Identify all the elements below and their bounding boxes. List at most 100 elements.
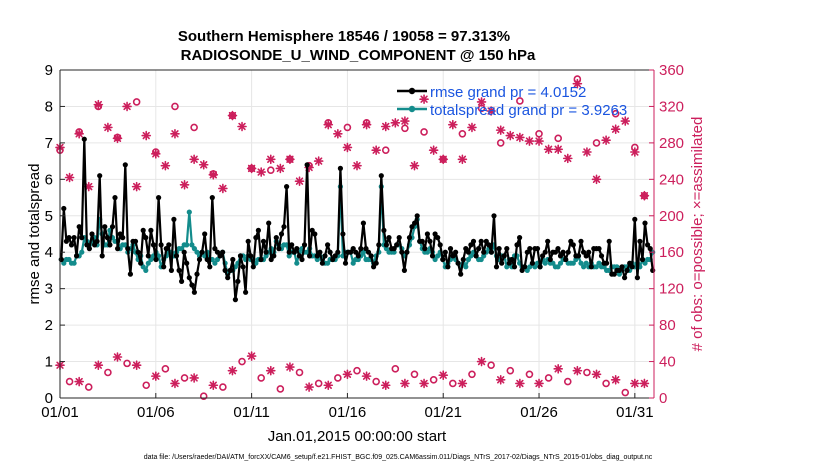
rmse-point [196,256,203,263]
rmse-point [191,289,197,295]
rmse-point [406,235,413,241]
y-tick-label-right: 80 [659,317,676,334]
obs-possible-marker [104,368,112,377]
obs-assimilated-marker [265,154,276,165]
obs-possible-marker [199,392,208,400]
spread-point [61,260,67,266]
obs-assimilated-marker [409,160,420,171]
rmse-point [575,253,582,259]
rmse-point [115,246,121,252]
obs-assimilated-marker [534,378,544,389]
obs-assimilated-marker [419,94,429,104]
rmse-point [427,238,433,244]
rmse-point [519,267,525,273]
rmse-point [145,253,151,259]
obs-assimilated-marker [486,106,496,116]
rmse-point [168,267,174,273]
rmse-point [156,195,162,201]
spread-point [463,264,469,270]
rmse-point [578,238,584,244]
rmse-point [424,231,430,237]
rmse-point [460,256,466,263]
rmse-point [202,231,208,237]
obs-assimilated-marker [227,110,238,121]
rmse-point [327,249,333,255]
rmse-point [94,238,100,244]
obs-assimilated-marker [400,116,410,126]
obs-assimilated-marker [275,163,286,174]
rmse-point [109,224,116,230]
rmse-point [207,264,213,270]
rmse-point [322,253,328,259]
obs-possible-marker [381,146,390,154]
y-axis-label-left: rmse and totalspread [26,164,43,305]
obs-assimilated-marker [103,122,113,133]
rmse-point [440,256,446,263]
obs-assimilated-marker [438,154,449,165]
obs-assimilated-marker [304,382,314,392]
rmse-point [629,264,635,270]
obs-possible-marker [295,368,304,377]
rmse-point [447,246,454,252]
obs-possible-marker [123,359,131,368]
obs-possible-marker [496,139,505,147]
obs-possible-marker [516,97,524,105]
spread-point [145,260,151,266]
obs-possible-marker [171,102,179,111]
rmse-point [286,249,292,255]
rmse-point [537,264,543,270]
obs-possible-marker [429,375,438,384]
obs-assimilated-marker [400,378,410,389]
obs-assimilated-marker [237,121,247,132]
rmse-point [383,242,389,248]
obs-assimilated-marker [227,365,238,376]
rmse-point [645,242,651,248]
spread-point [383,246,389,252]
obs-assimilated-marker [151,149,161,159]
rmse-point [102,224,108,230]
x-tick-label: 01/01 [41,404,79,421]
rmse-point [161,264,167,270]
rmse-point [222,267,228,273]
obs-possible-marker [420,128,428,136]
rmse-point [212,246,218,252]
x-tick-label: 01/26 [520,404,558,421]
rmse-point [509,256,515,263]
obs-assimilated-marker [448,119,458,130]
obs-assimilated-marker [495,374,506,385]
y-tick-label-right: 240 [659,171,684,188]
data-file-footnote: data file: /Users/raeder/DAI/ATM_forcXX/… [144,454,653,461]
rmse-point [74,253,80,259]
x-tick-label: 01/31 [616,404,654,421]
legend-spread-marker [408,105,416,113]
rmse-point [309,227,315,233]
rmse-point [378,173,384,179]
obs-possible-marker [372,377,380,386]
chart-title: Southern Hemisphere 18546 / 19058 = 97.3… [178,28,510,45]
rmse-point [84,242,90,248]
rmse-point [99,253,105,259]
rmse-point [555,246,561,252]
obs-possible-marker [583,368,591,377]
obs-possible-marker [592,139,601,147]
spread-point [468,253,474,259]
rmse-point [619,264,625,270]
rmse-point [237,253,244,259]
obs-assimilated-marker [342,142,353,153]
rmse-point [138,260,144,266]
rmse-point [552,249,559,255]
spread-point [71,260,77,266]
obs-possible-marker [257,374,265,382]
rmse-point [365,249,372,255]
obs-layer [55,75,650,400]
rmse-point [127,271,133,277]
obs-possible-marker [161,365,170,373]
rmse-point [493,264,500,270]
y-tick-label-left: 3 [45,281,53,298]
rmse-point [317,249,323,255]
rmse-point [529,260,536,266]
obs-assimilated-marker [208,380,219,391]
rmse-point [153,256,159,263]
y-tick-label-left: 8 [45,98,53,115]
